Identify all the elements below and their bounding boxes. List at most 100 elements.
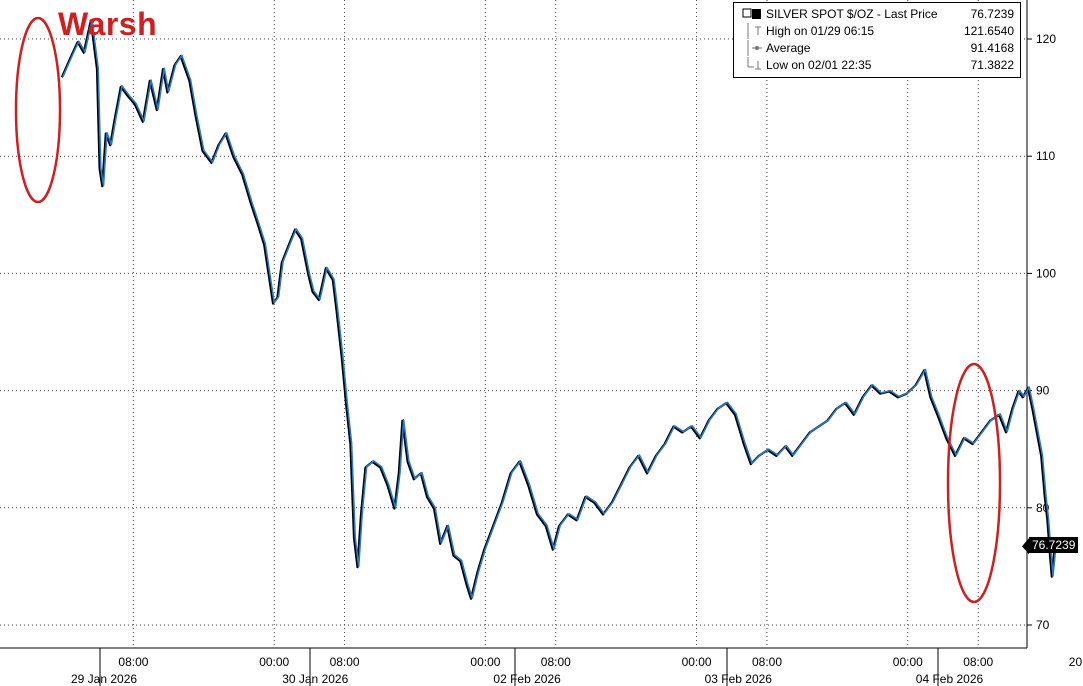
series-point: [1033, 407, 1035, 409]
series-point: [630, 466, 632, 468]
series-point: [242, 173, 244, 175]
series-point: [106, 132, 108, 134]
series-point: [845, 401, 847, 403]
series-point: [594, 501, 597, 503]
series-point: [399, 472, 401, 474]
y-tick-label: 120: [1036, 32, 1056, 46]
series-point: [269, 272, 271, 274]
series-point: [264, 243, 266, 245]
series-point: [907, 392, 909, 394]
series-point: [361, 513, 363, 515]
series-point: [889, 390, 891, 392]
y-tick-label: 70: [1036, 618, 1050, 632]
series-point: [110, 143, 112, 146]
series-point: [735, 413, 737, 415]
series-point: [258, 223, 260, 225]
series-point: [777, 454, 779, 456]
series-point: [71, 56, 73, 58]
series-point: [973, 442, 975, 444]
series-point: [1048, 518, 1050, 521]
series-point: [1037, 431, 1039, 433]
series-point: [1023, 395, 1025, 398]
legend-average-value: 91.4168: [970, 41, 1014, 55]
legend-average-icon: [747, 40, 762, 56]
series-point: [931, 395, 933, 398]
series-point: [434, 507, 436, 509]
series-point: [295, 228, 297, 230]
series-point: [1041, 454, 1043, 456]
series-point: [1012, 407, 1015, 409]
series-point: [955, 454, 957, 456]
drop-ellipse: [946, 362, 1002, 604]
series-point: [358, 565, 360, 568]
series-point: [872, 384, 874, 386]
series-layer: [60, 18, 1059, 600]
series-point: [674, 425, 676, 427]
x-tick-label: 00:00: [682, 655, 712, 669]
series-point: [726, 401, 729, 403]
series-point: [135, 102, 137, 105]
legend: SILVER SPOT $/OZ - Last Price 76.7239 Hi…: [733, 2, 1021, 78]
series-point: [801, 442, 803, 444]
series-point: [388, 483, 390, 485]
annotation-layer: [14, 16, 1029, 604]
series-point: [115, 118, 117, 120]
x-tick-label: 00:00: [470, 655, 500, 669]
series-point: [744, 442, 746, 444]
series-point: [511, 472, 513, 474]
series-point: [62, 75, 64, 78]
series-point: [273, 302, 275, 304]
series-point: [454, 554, 456, 556]
series-point: [373, 460, 375, 462]
series-point: [91, 19, 93, 21]
date-label: 02 Feb 2026: [493, 672, 561, 686]
series-point: [440, 542, 442, 544]
series-point: [836, 407, 839, 409]
series-point: [810, 431, 812, 433]
series-point: [964, 436, 966, 439]
series-point: [381, 466, 383, 468]
series-point: [999, 413, 1001, 415]
series-point: [656, 454, 658, 456]
series-point: [1045, 495, 1047, 497]
series-point: [1019, 390, 1021, 392]
series-point: [493, 524, 495, 527]
series-point: [880, 392, 883, 394]
series-point: [354, 536, 356, 538]
series-point: [333, 278, 335, 280]
series-point: [520, 460, 522, 462]
series-point: [212, 161, 214, 163]
series-line-shadow: [60, 19, 1058, 600]
legend-title-value: 76.7239: [970, 7, 1014, 21]
x-tick-label: 08:00: [752, 655, 782, 669]
series-point: [467, 583, 469, 585]
series-point: [163, 67, 165, 69]
series-point: [691, 425, 693, 427]
series-point: [938, 413, 940, 415]
series-point: [1050, 554, 1052, 556]
x-tick-label: 20:00: [1069, 655, 1083, 669]
series-point: [546, 524, 548, 527]
series-point: [924, 368, 927, 371]
series-point: [700, 436, 702, 439]
series-point: [121, 85, 123, 87]
series-point: [150, 79, 152, 81]
series-point: [403, 419, 405, 421]
series-point: [351, 442, 353, 444]
legend-series-swatch-icon: [742, 8, 761, 19]
series-point: [768, 448, 770, 450]
series-point: [946, 436, 949, 439]
series-point: [414, 477, 416, 480]
series-point: [471, 597, 473, 599]
series-point: [102, 184, 105, 187]
series-point: [828, 419, 830, 421]
legend-high-label: High on 01/29 06:15: [766, 24, 875, 38]
series-point: [568, 513, 570, 515]
series-point: [1006, 431, 1008, 433]
y-tick-label: 90: [1036, 384, 1050, 398]
series-point: [863, 395, 865, 398]
date-label: 29 Jan 2026: [71, 672, 137, 686]
series-point: [84, 51, 86, 53]
series-point: [709, 419, 711, 421]
